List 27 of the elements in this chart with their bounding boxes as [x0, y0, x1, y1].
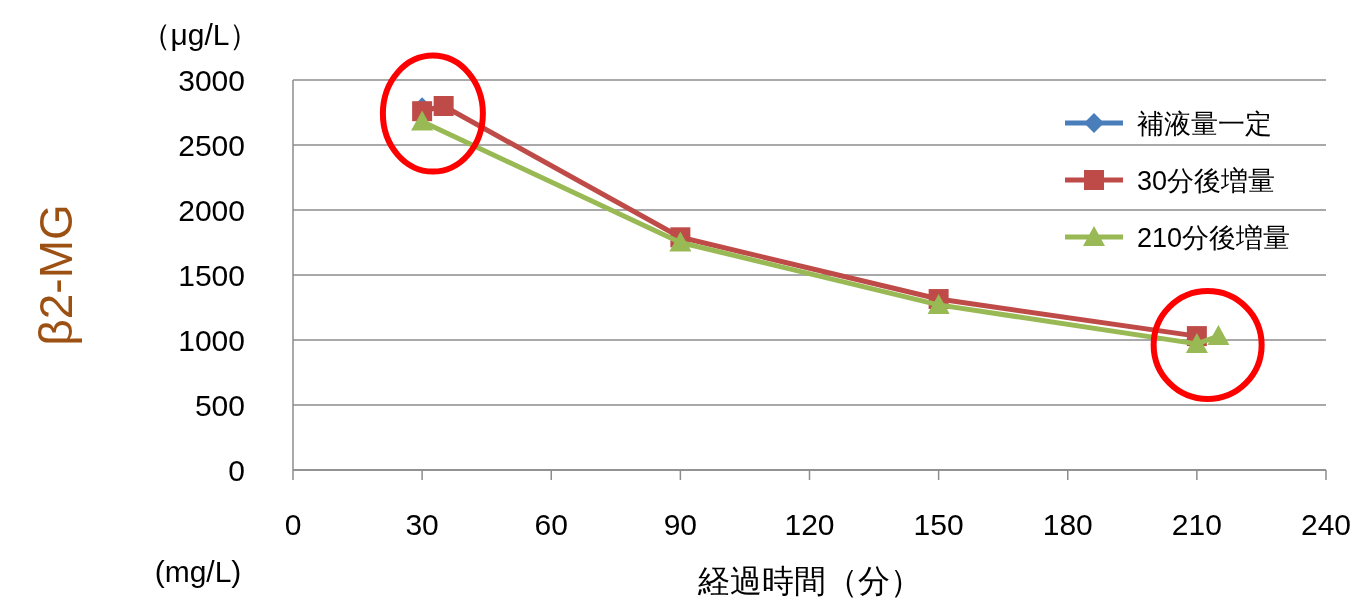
- x-tick-label: 60: [534, 508, 568, 541]
- x-tick-label: 210: [1171, 508, 1222, 541]
- y-tick-label: 1500: [178, 259, 245, 292]
- point: [1207, 325, 1230, 346]
- x-tick-label: 30: [405, 508, 439, 541]
- point: [433, 96, 454, 116]
- text: (mg/L): [154, 555, 242, 588]
- x-tick-label: 90: [663, 508, 698, 541]
- x-tick-label: 0: [284, 508, 302, 541]
- y-axis-title: β2-MG: [30, 204, 82, 346]
- x-tick-label: 180: [1042, 508, 1093, 541]
- x-tick-label: 240: [1300, 508, 1352, 541]
- y-tick-label: 500: [194, 389, 245, 422]
- point: [1185, 332, 1208, 353]
- x-tick-label: 120: [784, 508, 835, 541]
- text: （μg/L）: [140, 18, 260, 51]
- legend-label: 補液量一定: [1137, 109, 1272, 139]
- x-tick-label: 150: [913, 508, 964, 541]
- y-tick-label: 2500: [178, 129, 245, 162]
- legend-label: 30分後増量: [1137, 166, 1276, 196]
- legend-label: 210分後増量: [1137, 223, 1291, 253]
- y-tick-label: 3000: [178, 64, 245, 97]
- point: [411, 110, 434, 131]
- y-tick-label: 2000: [178, 194, 245, 227]
- y-tick-label: 0: [228, 454, 245, 487]
- y-tick-label: 1000: [178, 324, 245, 357]
- x-axis-title: 経過時間（分）: [696, 563, 922, 599]
